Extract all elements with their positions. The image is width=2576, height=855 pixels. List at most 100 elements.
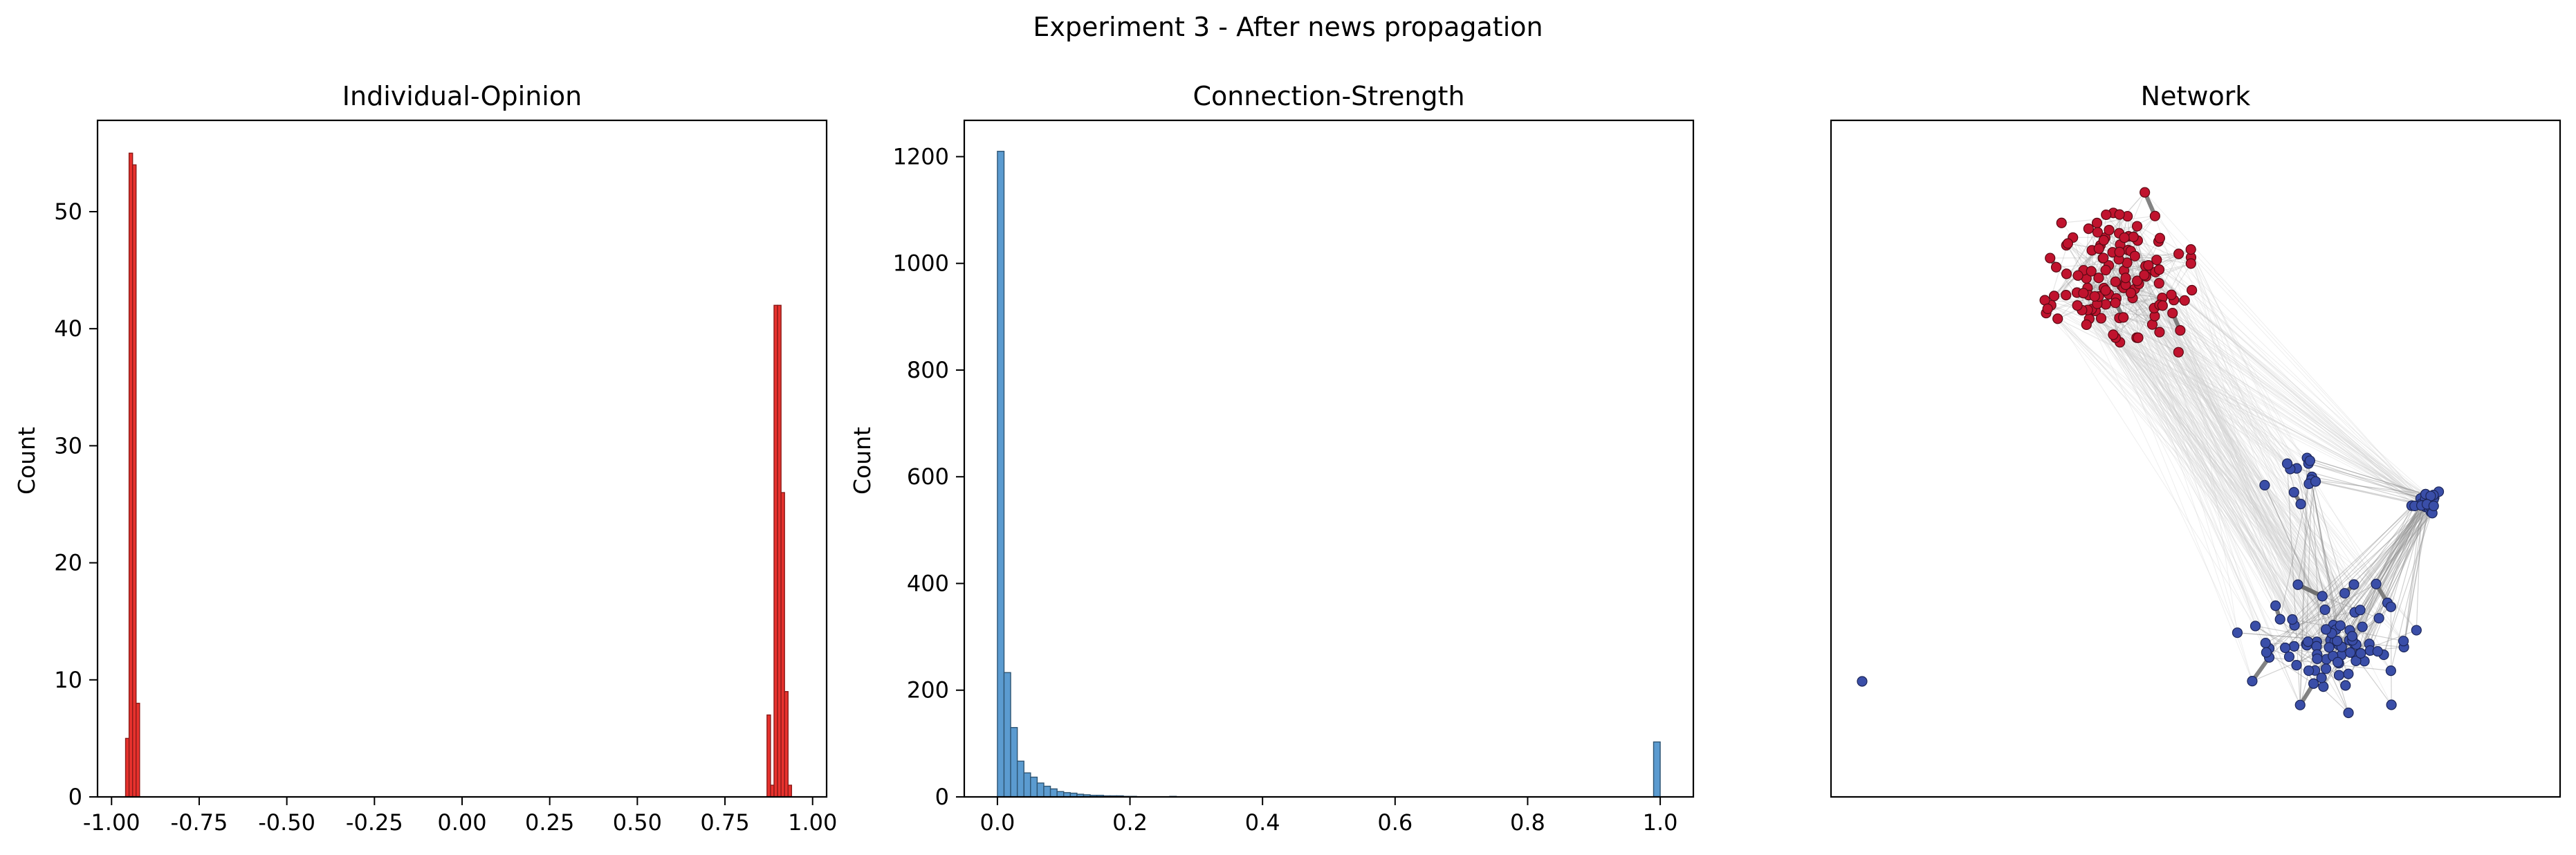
x-tick-label: 1.00 — [788, 809, 837, 836]
x-tick-label: 0.25 — [525, 809, 574, 836]
panel-network: Network — [1830, 81, 2561, 798]
network-edge — [2056, 266, 2361, 611]
network-node — [2259, 479, 2270, 490]
network-edge — [2061, 222, 2404, 642]
network-edge — [2105, 304, 2301, 706]
network-edge — [2077, 305, 2384, 655]
network-edge — [2308, 463, 2429, 502]
network-edge — [2137, 240, 2434, 500]
network-edge — [2285, 507, 2432, 648]
network-edge — [2087, 309, 2318, 655]
network-edge — [2135, 255, 2191, 264]
network-edge — [2172, 313, 2326, 630]
network-node — [2295, 499, 2306, 510]
network-edge — [2091, 250, 2334, 625]
network-edge — [2134, 288, 2417, 631]
network-edge — [2144, 275, 2323, 597]
histogram-bar — [1010, 727, 1018, 798]
network-edge — [2162, 297, 2432, 508]
network-edge — [2050, 304, 2316, 482]
x-tick-label: -0.50 — [258, 809, 315, 836]
histogram-bar — [136, 702, 140, 798]
histogram-bar — [1056, 791, 1065, 798]
y-axis-label: Count — [13, 427, 40, 495]
network-edge — [2162, 297, 2334, 656]
y-tick-label: 0 — [935, 784, 949, 810]
network-node — [2095, 313, 2107, 324]
network-node — [2294, 699, 2306, 710]
network-edge — [2331, 505, 2422, 634]
network-edge — [2088, 295, 2351, 653]
network-node — [2056, 217, 2067, 228]
network-edge — [2098, 248, 2355, 613]
network-edge — [2330, 504, 2428, 641]
network-edge — [2102, 257, 2318, 659]
network-edge — [2315, 481, 2422, 506]
network-edge — [2077, 275, 2265, 486]
network-edge — [2087, 309, 2316, 482]
network-edge — [2115, 298, 2270, 658]
network-node — [2346, 631, 2358, 642]
network-node — [2343, 668, 2354, 679]
network-edge — [2091, 309, 2341, 626]
network-node — [2100, 264, 2111, 276]
network-edge — [2130, 250, 2339, 645]
network-node — [2428, 500, 2439, 511]
network-edge — [2403, 494, 2427, 647]
network-node — [2139, 270, 2150, 281]
network-edge — [2115, 337, 2339, 663]
network-edge — [2119, 244, 2427, 508]
network-edge — [2056, 266, 2330, 648]
network-edge — [2047, 309, 2384, 655]
network-edge — [2045, 313, 2377, 585]
network-node — [2153, 277, 2164, 289]
y-tick-label: 1200 — [893, 143, 949, 169]
network-edge — [2105, 304, 2361, 611]
network-edge — [2416, 504, 2422, 631]
network-edge — [2077, 292, 2378, 652]
network-edge — [2091, 309, 2179, 353]
network-node — [2318, 681, 2329, 692]
network-edge — [2356, 506, 2428, 658]
network-edge — [2159, 331, 2422, 506]
network-node — [2187, 284, 2198, 296]
network-node — [2133, 332, 2144, 343]
network-edge — [2105, 290, 2355, 585]
network-node — [1857, 676, 1868, 687]
network-edge — [2172, 313, 2355, 613]
network-node — [2312, 653, 2323, 664]
network-edge — [2338, 504, 2422, 645]
network-edge — [2128, 250, 2355, 644]
network-edge — [2306, 477, 2312, 645]
network-node — [2042, 303, 2053, 315]
network-edge — [2341, 506, 2427, 656]
network-edge — [2190, 249, 2422, 499]
network-edge — [2047, 309, 2404, 642]
network-edge — [2173, 300, 2318, 655]
network-node — [2185, 243, 2196, 255]
network-node — [2175, 325, 2186, 336]
network-node — [2324, 642, 2335, 653]
network-edge — [2057, 318, 2432, 508]
network-node — [2140, 187, 2151, 198]
network-edge — [2155, 215, 2431, 513]
network-edge — [2119, 342, 2265, 486]
network-node — [2151, 255, 2162, 266]
network-edge — [2172, 313, 2339, 676]
y-tick-label: 1000 — [893, 250, 949, 277]
network-edge — [2113, 212, 2353, 641]
network-edge — [2091, 250, 2318, 655]
x-tick-label: 0.75 — [700, 809, 749, 836]
network-node — [2061, 290, 2072, 301]
network-edge — [2087, 287, 2371, 651]
network-edge — [2077, 292, 2339, 676]
network-edge — [2137, 337, 2327, 670]
network-edge — [2094, 296, 2425, 504]
network-edge — [2403, 504, 2422, 647]
network-edge — [2124, 237, 2339, 676]
network-edge — [2123, 287, 2339, 663]
network-edge — [2119, 214, 2326, 610]
network-edge — [2066, 273, 2276, 606]
network-edge — [2191, 290, 2350, 641]
figure-title: Experiment 3 - After news propagation — [1033, 12, 1543, 42]
